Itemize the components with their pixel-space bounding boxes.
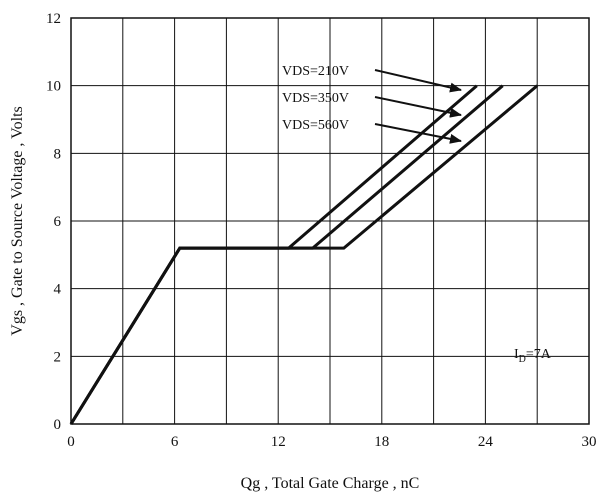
legend-arrows [374, 69, 462, 144]
series-arrow [374, 96, 462, 118]
series-label: VDS=350V [282, 91, 349, 106]
y-tick-label: 6 [54, 214, 62, 230]
y-tick-label: 12 [46, 11, 61, 27]
x-tick-label: 18 [374, 434, 389, 450]
id-annotation: ID=7A [514, 347, 552, 365]
series-arrow [374, 123, 462, 144]
y-axis-title: Vgs , Gate to Source Voltage , Volts [9, 106, 26, 335]
y-tick-label: 10 [46, 79, 61, 95]
x-tick-label: 24 [478, 434, 494, 450]
y-tick-label: 8 [54, 146, 62, 162]
series-line [69, 84, 539, 425]
x-axis-title: Qg , Total Gate Charge , nC [241, 475, 420, 492]
x-tick-label: 30 [582, 434, 597, 450]
y-tick-label: 2 [54, 349, 62, 365]
series-arrow [374, 69, 462, 93]
x-tick-label: 6 [171, 434, 179, 450]
annotation-rest: =7A [526, 347, 552, 362]
annotation-main: I [514, 347, 519, 362]
series-labels: VDS=210V VDS=350V VDS=560V [282, 64, 349, 133]
y-tick-label: 0 [54, 417, 62, 433]
y-tick-label: 4 [54, 282, 62, 298]
y-tick-labels: 0 2 4 6 8 10 12 [46, 11, 62, 433]
series-label: VDS=560V [282, 118, 349, 133]
x-tick-label: 12 [271, 434, 286, 450]
series-lines [69, 84, 539, 425]
series-line [69, 84, 478, 425]
plot-frame [70, 17, 590, 425]
series-label: VDS=210V [282, 64, 349, 79]
x-tick-label: 0 [67, 434, 75, 450]
x-tick-labels: 0 6 12 18 24 30 [67, 434, 596, 450]
annotation-subscript: D [519, 354, 526, 365]
